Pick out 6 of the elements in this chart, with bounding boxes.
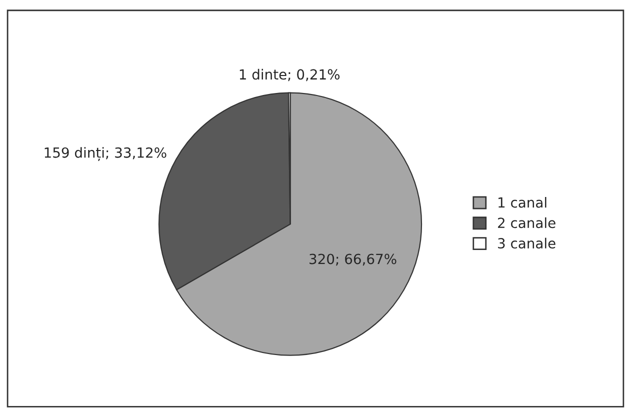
data-label: 320; 66,67% — [310, 254, 396, 266]
legend-label: 3 canale — [498, 238, 556, 249]
data-label: 1 dinte; 0,21% — [240, 68, 340, 82]
data-label: 159 dinți; 33,12% — [44, 147, 166, 161]
legend-label: 1 canal — [498, 196, 546, 208]
legend-label: 2 canale — [498, 217, 556, 228]
